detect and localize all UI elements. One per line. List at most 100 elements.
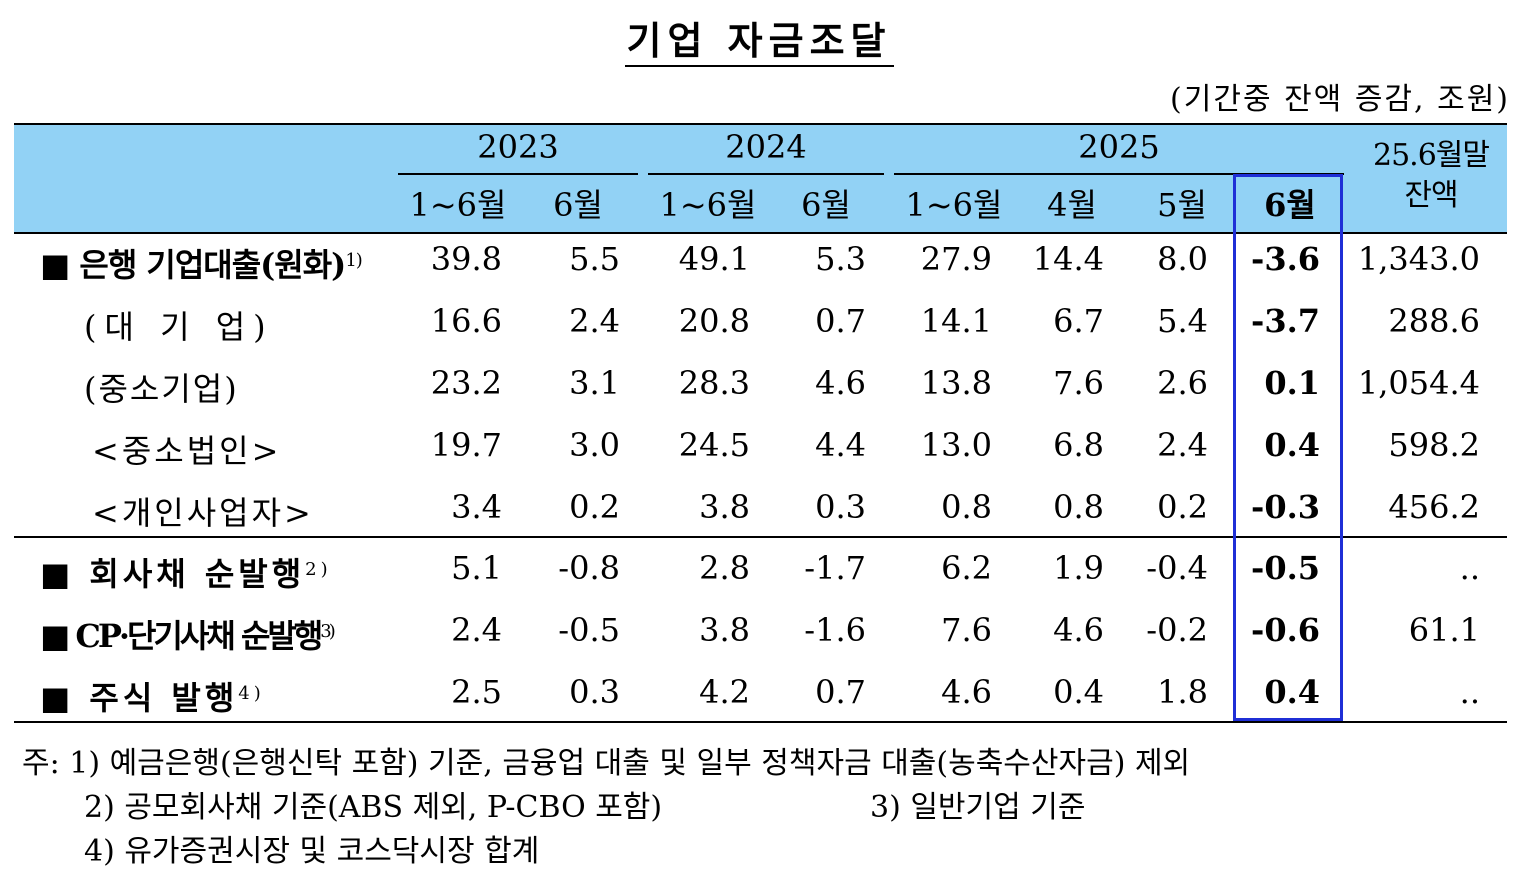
- table-cell: 3.1: [569, 364, 620, 402]
- table-cell: 1.8: [1157, 673, 1208, 711]
- table-cell: ..: [1459, 673, 1480, 711]
- table-cell: 288.6: [1388, 302, 1480, 340]
- table-cell: 0.4: [1053, 673, 1104, 711]
- table-cell: 19.7: [430, 426, 502, 464]
- table-cell: 6.2: [941, 549, 992, 587]
- year-2025: 2025: [1078, 128, 1160, 166]
- table-cell: 1,054.4: [1357, 364, 1480, 402]
- unit-label: (기간중 잔액 증감, 조원): [1170, 82, 1510, 117]
- table-cell: -3.7: [1251, 302, 1320, 340]
- table-cell: 13.8: [920, 364, 992, 402]
- table-cell: 1.9: [1053, 549, 1104, 587]
- table-cell: 16.6: [430, 302, 502, 340]
- table-cell: 2.4: [1157, 426, 1208, 464]
- year-underline-2024: [648, 173, 884, 175]
- table-cell: 6.8: [1053, 426, 1104, 464]
- table-cell: 20.8: [678, 302, 750, 340]
- table-cell: 4.6: [1053, 611, 1104, 649]
- table-cell: 5.1: [451, 549, 502, 587]
- table-cell: -3.6: [1251, 240, 1320, 278]
- table-bottom-border: [14, 721, 1507, 723]
- row-label-sole-proprietors: <개인사업자>: [92, 494, 314, 532]
- table-cell: 28.3: [678, 364, 750, 402]
- table-cell: 27.9: [920, 240, 992, 278]
- footnote-3: 3) 일반기업 기준: [870, 790, 1086, 825]
- table-cell: 0.2: [1157, 488, 1208, 526]
- table-cell: -0.6: [1251, 611, 1320, 649]
- row-label-sme-corps: <중소법인>: [92, 432, 282, 470]
- year-2024: 2024: [725, 128, 807, 166]
- table-cell: 0.4: [1264, 673, 1320, 711]
- table-cell: 2.4: [451, 611, 502, 649]
- table-cell: -1.7: [804, 549, 866, 587]
- table-cell: 0.2: [569, 488, 620, 526]
- footnote-4: 4) 유가증권시장 및 코스닥시장 합계: [84, 834, 540, 869]
- table-cell: 39.8: [430, 240, 502, 278]
- row-label-smes: (중소기업): [84, 370, 239, 408]
- row-label-bank-loans: ■ 은행 기업대출(원화)1): [40, 246, 363, 284]
- table-cell: 3.4: [451, 488, 502, 526]
- table-cell: 3.8: [699, 611, 750, 649]
- table-cell: 0.7: [815, 673, 866, 711]
- table-cell: -0.5: [1251, 549, 1320, 587]
- table-header: [14, 123, 1507, 234]
- table-cell: 7.6: [1053, 364, 1104, 402]
- table-cell: 0.3: [569, 673, 620, 711]
- table-cell: 0.8: [941, 488, 992, 526]
- table-cell: 2.6: [1157, 364, 1208, 402]
- table-cell: 61.1: [1408, 611, 1480, 649]
- balance-header-line2: 잔액: [1404, 178, 1458, 213]
- period-2025-jun: 6월: [1264, 186, 1316, 224]
- table-cell: 7.6: [941, 611, 992, 649]
- table-cell: -0.5: [558, 611, 620, 649]
- table-cell: 598.2: [1388, 426, 1480, 464]
- table-cell: 2.8: [699, 549, 750, 587]
- title-text: 기업 자금조달: [624, 18, 894, 67]
- table-cell: 1,343.0: [1357, 240, 1480, 278]
- year-underline-2023: [398, 173, 638, 175]
- table-cell: 4.4: [815, 426, 866, 464]
- table-cell: 5.5: [569, 240, 620, 278]
- table-cell: 3.0: [569, 426, 620, 464]
- balance-header-line1: 25.6월말: [1373, 138, 1490, 173]
- table-cell: 24.5: [678, 426, 750, 464]
- period-2025-h1: 1~6월: [905, 186, 1003, 224]
- footnote-1: 주: 1) 예금은행(은행신탁 포함) 기준, 금융업 대출 및 일부 정책자금…: [22, 746, 1191, 781]
- balance-header: 25.6월말 잔액: [1356, 136, 1506, 216]
- table-cell: 0.4: [1264, 426, 1320, 464]
- table-cell: 0.7: [815, 302, 866, 340]
- section-divider: [14, 536, 1507, 538]
- footnote-2: 2) 공모회사채 기준(ABS 제외, P-CBO 포함): [84, 790, 663, 825]
- table-cell: -1.6: [804, 611, 866, 649]
- table-cell: 2.5: [451, 673, 502, 711]
- table-cell: 4.6: [815, 364, 866, 402]
- table-cell: ..: [1459, 549, 1480, 587]
- year-underline-2025: [894, 173, 1344, 175]
- table-cell: 14.4: [1032, 240, 1104, 278]
- row-label-equity: ■ 주식 발행4): [40, 679, 265, 717]
- table-cell: 4.2: [699, 673, 750, 711]
- table-cell: 49.1: [678, 240, 750, 278]
- table-cell: 23.2: [430, 364, 502, 402]
- table-cell: -0.2: [1146, 611, 1208, 649]
- june-2025-highlight: [1233, 174, 1343, 721]
- period-2024-h1: 1~6월: [659, 186, 757, 224]
- table-cell: 5.3: [815, 240, 866, 278]
- table-cell: 13.0: [920, 426, 992, 464]
- table-cell: -0.4: [1146, 549, 1208, 587]
- table-cell: 14.1: [920, 302, 992, 340]
- table-cell: 0.3: [815, 488, 866, 526]
- table-cell: 0.1: [1264, 364, 1320, 402]
- period-2025-may: 5월: [1157, 186, 1207, 224]
- table-cell: 456.2: [1388, 488, 1480, 526]
- table-cell: 2.4: [569, 302, 620, 340]
- table-cell: 4.6: [941, 673, 992, 711]
- period-2023-jun: 6월: [553, 186, 603, 224]
- row-label-large-firms: (대 기 업): [84, 308, 274, 346]
- period-2023-h1: 1~6월: [409, 186, 507, 224]
- table-cell: 0.8: [1053, 488, 1104, 526]
- period-2024-jun: 6월: [801, 186, 851, 224]
- row-label-cp-short-bonds: ■ CP·단기사채 순발행3): [40, 617, 336, 655]
- table-cell: 6.7: [1053, 302, 1104, 340]
- year-2023: 2023: [477, 128, 559, 166]
